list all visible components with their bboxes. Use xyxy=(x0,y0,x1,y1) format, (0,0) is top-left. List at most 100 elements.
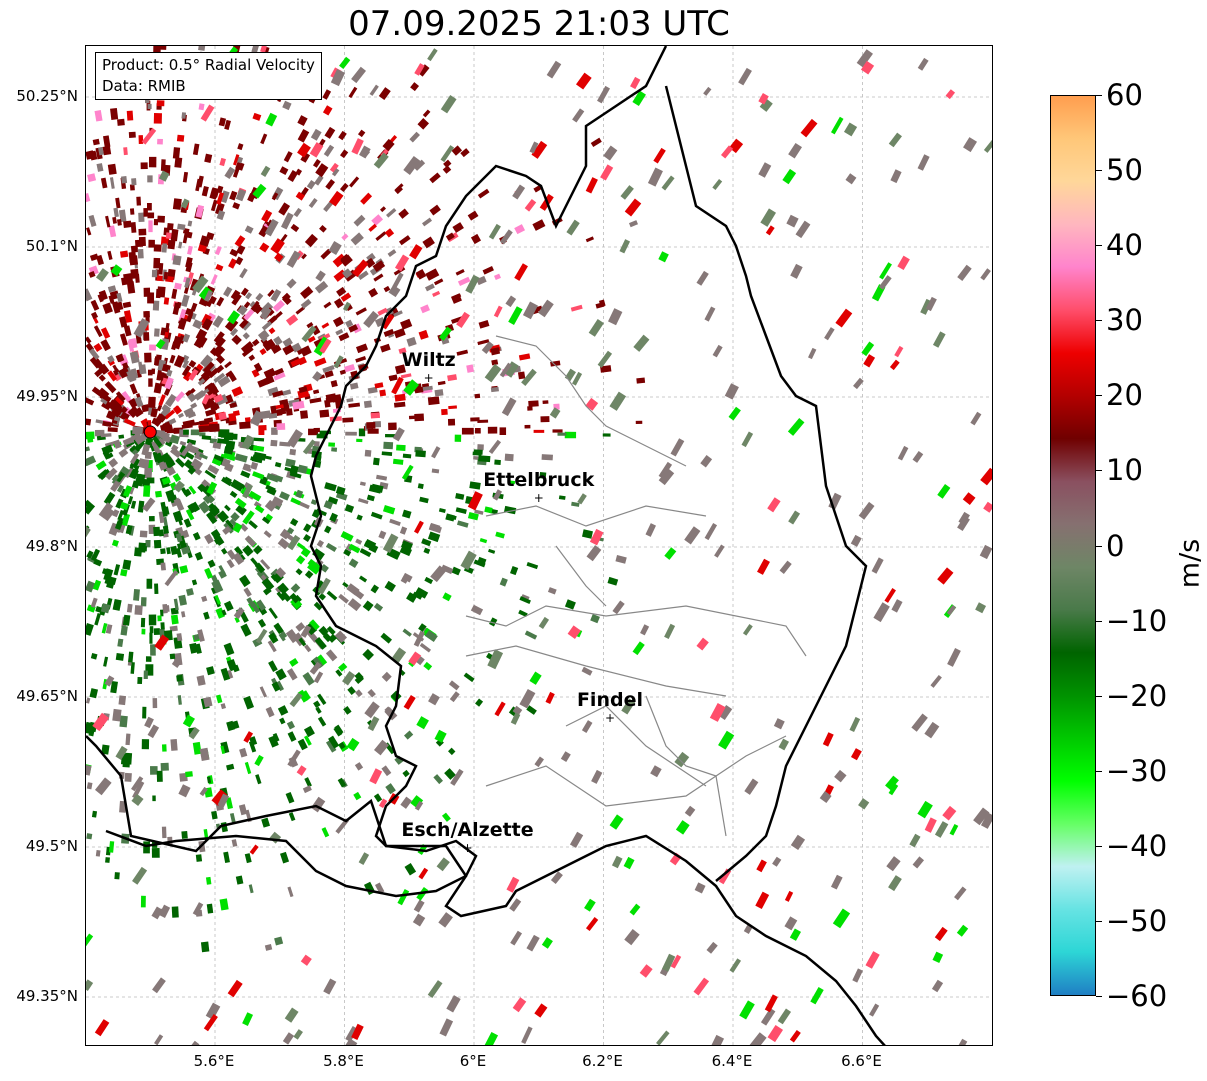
echo-gate xyxy=(264,944,273,951)
echo-gate xyxy=(328,633,337,643)
echo-gate xyxy=(450,293,462,304)
echo-gate xyxy=(313,671,324,684)
echo-gate xyxy=(372,457,380,466)
echo-gate xyxy=(764,994,778,1013)
echo-gate xyxy=(518,609,528,618)
echo-gate xyxy=(319,224,327,233)
echo-gate xyxy=(505,295,517,308)
radar-map[interactable]: + + + + Product: 0.5° Radial Velocity Data:… xyxy=(85,45,993,1046)
echo-gate xyxy=(117,638,124,648)
echo-gate xyxy=(440,95,457,114)
echo-gate xyxy=(924,817,937,833)
echo-gate xyxy=(323,144,335,157)
echo-gate xyxy=(324,482,337,492)
echo-gate xyxy=(755,891,770,910)
echo-gate xyxy=(211,579,224,594)
echo-gate xyxy=(790,834,806,851)
echo-gate xyxy=(628,220,638,228)
echo-gate xyxy=(810,987,824,1005)
echo-gate xyxy=(113,207,119,218)
echo-gate xyxy=(238,804,248,816)
echo-gate xyxy=(192,275,209,294)
echo-gate xyxy=(492,489,503,501)
echo-gate xyxy=(373,273,384,282)
echo-gate xyxy=(187,245,193,255)
echo-gate xyxy=(417,64,430,77)
luxembourg-border xyxy=(309,46,886,1045)
radar-map-canvas: ++++ xyxy=(86,46,992,1045)
echo-gate xyxy=(545,691,555,705)
echo-gate xyxy=(129,383,138,395)
echo-gate xyxy=(534,756,544,768)
echo-gate xyxy=(339,369,346,375)
echo-gate xyxy=(359,575,368,583)
echo-gate xyxy=(192,902,204,916)
echo-gate xyxy=(112,216,117,224)
echo-gate xyxy=(223,453,236,462)
echo-gate xyxy=(105,624,113,634)
echo-gate xyxy=(772,856,782,867)
echo-gate xyxy=(402,453,412,459)
echo-gate xyxy=(147,103,152,110)
echo-gate xyxy=(198,103,205,111)
echo-gate xyxy=(314,636,327,650)
echo-gate xyxy=(704,306,716,322)
echo-gate xyxy=(703,86,712,96)
echo-gate xyxy=(261,209,273,223)
echo-gate xyxy=(287,169,299,183)
echo-gate xyxy=(367,716,380,732)
echo-gate xyxy=(297,115,308,127)
echo-gate xyxy=(251,338,260,347)
echo-gate xyxy=(367,688,376,698)
echo-gate xyxy=(255,628,268,644)
echo-gate xyxy=(321,827,330,838)
echo-gate xyxy=(177,317,188,331)
colorbar-tick-label: 20 xyxy=(1106,378,1143,413)
echo-gate xyxy=(259,306,272,320)
echo-gate xyxy=(956,924,969,937)
echo-gate xyxy=(508,306,523,325)
echo-gate xyxy=(937,567,954,585)
echo-gate xyxy=(156,770,163,782)
echo-gate xyxy=(292,400,305,410)
echo-gate xyxy=(421,538,432,547)
echo-gate xyxy=(338,593,349,604)
colorbar-tick-label: −50 xyxy=(1106,903,1168,938)
echo-gate xyxy=(340,530,354,542)
echo-gate xyxy=(514,263,528,281)
echo-gate xyxy=(674,751,690,768)
echo-gate xyxy=(157,215,165,223)
echo-gate xyxy=(373,152,389,169)
echo-gate xyxy=(250,410,265,427)
echo-gate xyxy=(381,451,393,456)
echo-gate xyxy=(347,598,362,612)
echo-gate xyxy=(782,168,797,185)
echo-gate xyxy=(159,609,164,617)
echo-gate xyxy=(937,484,951,499)
echo-gate xyxy=(242,332,250,340)
lon-tick-label: 6.4°E xyxy=(711,1052,753,1070)
echo-gate xyxy=(307,335,316,343)
echo-gate xyxy=(808,347,817,360)
echo-gate xyxy=(260,165,271,177)
echo-gate xyxy=(429,172,441,184)
echo-gate xyxy=(287,886,294,898)
echo-gate xyxy=(448,747,456,756)
echo-gate xyxy=(118,695,127,706)
echo-gate xyxy=(477,444,484,451)
echo-gate xyxy=(127,495,134,505)
echo-gate xyxy=(575,72,592,90)
echo-gate xyxy=(268,607,278,619)
echo-gate xyxy=(220,745,226,755)
echo-gate xyxy=(418,329,429,340)
echo-gate xyxy=(133,407,144,418)
echo-gate xyxy=(230,289,241,301)
echo-gate xyxy=(564,599,576,610)
echo-gate xyxy=(88,214,97,227)
echo-gate xyxy=(447,374,458,382)
echo-gate xyxy=(152,436,163,448)
echo-gate xyxy=(954,886,967,901)
echo-gate xyxy=(298,501,310,510)
colorbar-tick-label: −60 xyxy=(1106,979,1168,1013)
echo-gate xyxy=(271,681,281,692)
